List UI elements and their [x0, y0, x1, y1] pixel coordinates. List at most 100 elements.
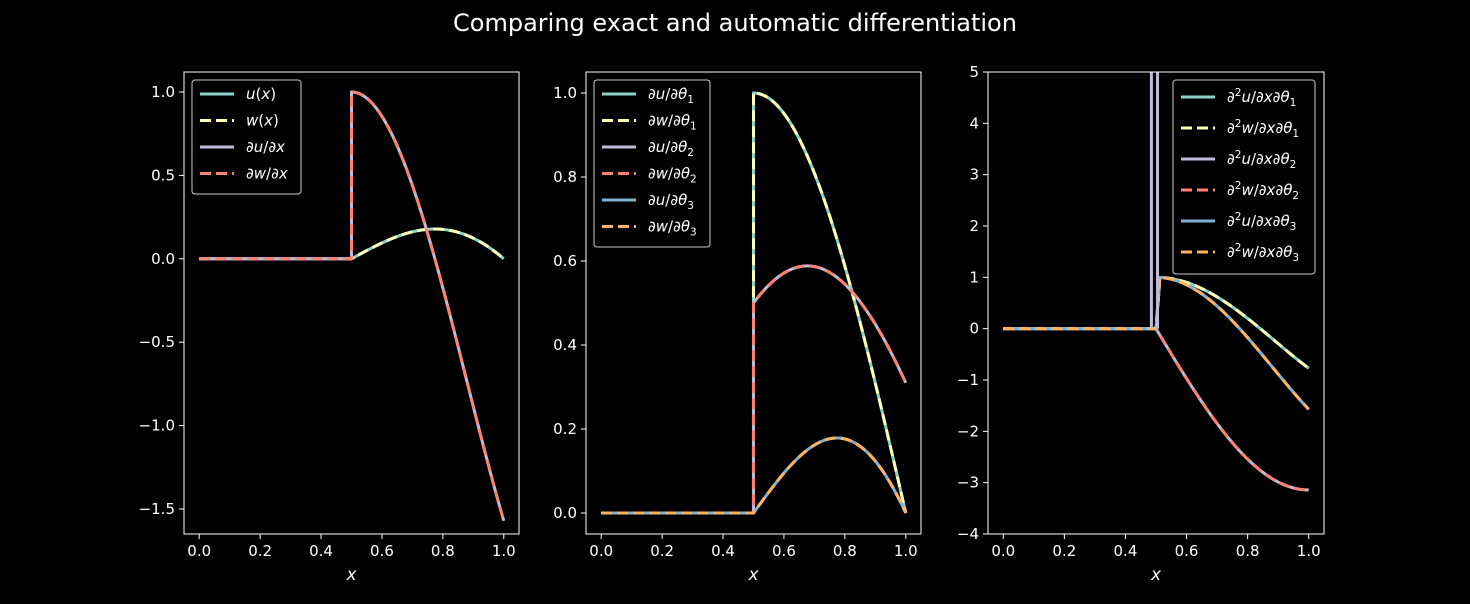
y-tick-label: 1.0 [151, 83, 175, 101]
y-tick-label: −1 [957, 371, 979, 389]
legend-label-part: /∂ [665, 191, 678, 209]
x-tick-label: 0.2 [248, 542, 272, 560]
legend-label-part: ∂ [1273, 212, 1281, 230]
legend-label-part: ∂ [1227, 88, 1235, 106]
legend-label-part: x [1266, 181, 1276, 199]
legend-label-part: ∂ [648, 218, 656, 236]
y-tick-label: 0.4 [553, 336, 577, 354]
x-tick-label: 0.8 [833, 542, 857, 560]
x-tick-label: 1.0 [1297, 542, 1321, 560]
legend-label-part: ) [270, 85, 276, 103]
legend-label-part: θ [678, 191, 687, 209]
legend-label-part: x [1263, 88, 1273, 106]
legend-label: ∂w/∂θ3 [648, 218, 697, 239]
legend-label-part: u [1241, 88, 1251, 106]
legend: ∂u/∂θ1∂w/∂θ1∂u/∂θ2∂w/∂θ2∂u/∂θ3∂w/∂θ3 [593, 79, 711, 248]
legend-label-part: x [260, 85, 270, 103]
legend-label-part: ∂ [648, 85, 656, 103]
y-tick-label: 0.0 [151, 250, 175, 268]
legend-label: ∂w/∂θ1 [648, 112, 697, 133]
legend-label-part: /∂ [1251, 150, 1264, 168]
legend-label: ∂2u/∂x∂θ3 [1227, 211, 1296, 233]
legend-label-part: w [1241, 181, 1254, 199]
legend-label-part: x [1266, 243, 1276, 261]
y-tick-label: −1.0 [139, 417, 175, 435]
legend-label-part: 1 [1292, 128, 1299, 140]
legend-label: ∂2w/∂x∂θ1 [1227, 118, 1299, 140]
legend-label-part: θ [681, 165, 690, 183]
legend-label: ∂2w/∂x∂θ3 [1227, 242, 1299, 264]
legend-label-part: u [656, 85, 666, 103]
legend-label: ∂u/∂θ2 [648, 138, 694, 159]
axes-frame [183, 71, 520, 535]
legend-label-part: x [278, 165, 288, 183]
legend-label-part: x [1263, 212, 1273, 230]
legend-label-part: x [1266, 119, 1276, 137]
legend-label-part: 2 [1290, 159, 1297, 171]
x-tick-label: 0.2 [1052, 542, 1076, 560]
legend-label-part: 2 [1235, 149, 1242, 161]
y-tick-label: −1.5 [139, 500, 175, 518]
legend-label: ∂w/∂x [246, 165, 288, 183]
legend-label-part: 2 [1235, 180, 1242, 192]
x-tick-label: 1.0 [894, 542, 918, 560]
legend: u(x)w(x)∂u/∂x∂w/∂x [191, 79, 302, 195]
legend-label-part: w [246, 112, 259, 130]
legend-label: ∂2u/∂x∂θ1 [1227, 87, 1296, 109]
legend-label-part: 2 [1292, 190, 1299, 202]
legend-label-part: /∂ [668, 165, 681, 183]
legend-label-part: ( [258, 112, 264, 130]
x-axis-label: x [345, 565, 357, 585]
x-tick-label: 0.6 [772, 542, 796, 560]
x-tick-label: 0.0 [991, 542, 1015, 560]
legend-label-part: u [1241, 150, 1251, 168]
legend-label-part: 1 [1290, 97, 1297, 109]
axes-frame [987, 71, 1325, 535]
legend-label-part: u [656, 191, 666, 209]
y-tick-label: −0.5 [139, 333, 175, 351]
legend-label-part: θ [681, 112, 690, 130]
legend-label-part: 3 [690, 227, 697, 239]
axes-frame [585, 71, 922, 535]
legend-label: w(x) [246, 112, 279, 130]
legend-label-part: 2 [1235, 118, 1242, 130]
legend-label-part: 2 [1235, 211, 1242, 223]
legend-label: ∂u/∂θ3 [648, 191, 694, 212]
legend-label-part: /∂ [668, 112, 681, 130]
y-tick-label: 0.0 [553, 504, 577, 522]
y-tick-label: 2 [969, 217, 979, 235]
legend-label-part: ∂ [1227, 212, 1235, 230]
legend-label-part: 3 [687, 200, 694, 212]
legend-label-part: ∂ [1275, 181, 1283, 199]
x-axis-label: x [747, 565, 759, 585]
y-tick-label: −2 [957, 422, 979, 440]
x-tick-label: 0.2 [650, 542, 674, 560]
legend-label-part: ( [256, 85, 262, 103]
legend-label-part: ∂ [246, 138, 254, 156]
legend-label-part: 1 [690, 121, 697, 133]
legend-label-part: /∂ [665, 85, 678, 103]
legend-label: u(x) [246, 85, 276, 103]
legend-label-part: ∂ [246, 165, 254, 183]
y-tick-label: −3 [957, 474, 979, 492]
legend: ∂2u/∂x∂θ1∂2w/∂x∂θ1∂2u/∂x∂θ2∂2w/∂x∂θ2∂2u/… [1172, 79, 1316, 275]
figure-title: Comparing exact and automatic differenti… [453, 9, 1017, 37]
legend-label-part: u [1241, 212, 1251, 230]
legend-label-part: 2 [1235, 242, 1242, 254]
legend-label-part: θ [678, 85, 687, 103]
x-tick-label: 0.0 [589, 542, 613, 560]
plot-area [198, 90, 506, 522]
y-tick-label: 5 [969, 63, 979, 81]
legend-label-part: ∂ [648, 138, 656, 156]
legend-label-part: ∂ [1275, 243, 1283, 261]
legend-label: ∂w/∂θ2 [648, 165, 697, 186]
legend-label-part: θ [1280, 150, 1289, 168]
y-tick-label: 0.5 [151, 166, 175, 184]
y-tick-label: 0 [969, 320, 979, 338]
legend-label-part: ∂ [648, 191, 656, 209]
legend-label-part: /∂ [1251, 88, 1264, 106]
legend-label-part: u [656, 138, 666, 156]
legend-label-part: w [1241, 243, 1254, 261]
series-line-d2_t3-6 [1002, 275, 1310, 411]
